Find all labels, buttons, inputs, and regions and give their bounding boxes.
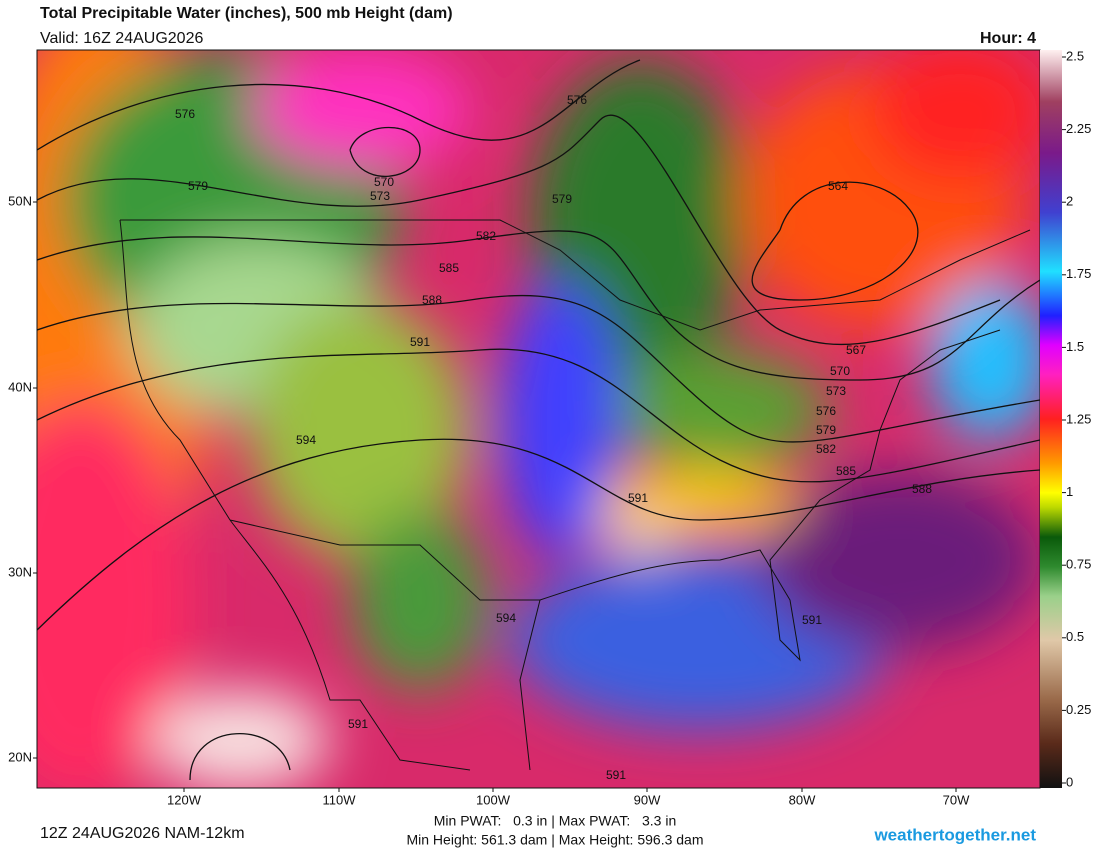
contour-label: 576 <box>816 404 836 418</box>
longitude-label: 70W <box>943 792 970 807</box>
colorbar-label: 1.5 <box>1066 339 1084 354</box>
colorbar-label: 0.5 <box>1066 629 1084 644</box>
latitude-label: 20N <box>8 749 32 764</box>
colorbar-label: 2.5 <box>1066 48 1084 63</box>
contour-label: 573 <box>370 189 390 203</box>
contour-label: 582 <box>816 442 836 456</box>
contour-label: 576 <box>567 93 587 107</box>
colorbar-label: 1.25 <box>1066 411 1091 426</box>
contour-label: 564 <box>828 179 848 193</box>
contour-label: 594 <box>496 611 516 625</box>
pwat-range: Min PWAT: 0.3 in | Max PWAT: 3.3 in <box>434 813 676 829</box>
longitude-label: 90W <box>634 792 661 807</box>
colorbar-label: 2.25 <box>1066 121 1091 136</box>
longitude-label: 110W <box>323 792 357 807</box>
contour-label: 573 <box>826 384 846 398</box>
forecast-hour: Hour: 4 <box>980 30 1036 47</box>
contour-label: 576 <box>175 107 195 121</box>
longitude-label: 120W <box>167 792 202 807</box>
contour-label: 579 <box>188 179 208 193</box>
colorbar-label: 1.75 <box>1066 266 1091 281</box>
valid-time: Valid: 16Z 24AUG2026 <box>40 30 203 47</box>
colorbar-label: 2 <box>1066 194 1073 209</box>
contour-label: 591 <box>802 613 822 627</box>
contour-label: 570 <box>374 175 394 189</box>
contour-label: 591 <box>606 768 626 782</box>
contour-label: 579 <box>816 423 836 437</box>
longitude-label: 80W <box>789 792 816 807</box>
latitude-label: 30N <box>8 564 32 579</box>
contour-label: 582 <box>476 229 496 243</box>
colorbar <box>1040 50 1062 788</box>
contour-label: 588 <box>912 482 932 496</box>
contour-label: 585 <box>439 261 459 275</box>
colorbar-label: 0.25 <box>1066 702 1091 717</box>
model-run: 12Z 24AUG2026 NAM-12km <box>40 825 245 842</box>
contour-label: 588 <box>422 293 442 307</box>
contour-label: 591 <box>348 717 368 731</box>
latitude-label: 50N <box>8 193 32 208</box>
colorbar-label: 0.75 <box>1066 557 1091 572</box>
contour-label: 567 <box>846 343 866 357</box>
contour-label: 585 <box>836 464 856 478</box>
map <box>37 50 1040 788</box>
contour-label: 594 <box>296 433 316 447</box>
site-credit: weathertogether.net <box>873 825 1036 844</box>
contour-label: 591 <box>410 335 430 349</box>
latitude-label: 40N <box>8 379 32 394</box>
colorbar-label: 0 <box>1066 774 1073 789</box>
longitude-label: 100W <box>476 792 511 807</box>
contour-label: 570 <box>830 364 850 378</box>
height-range: Min Height: 561.3 dam | Max Height: 596.… <box>406 832 703 848</box>
colorbar-label: 1 <box>1066 484 1073 499</box>
contour-label: 591 <box>628 491 648 505</box>
contour-label: 579 <box>552 192 572 206</box>
title: Total Precipitable Water (inches), 500 m… <box>40 5 453 22</box>
